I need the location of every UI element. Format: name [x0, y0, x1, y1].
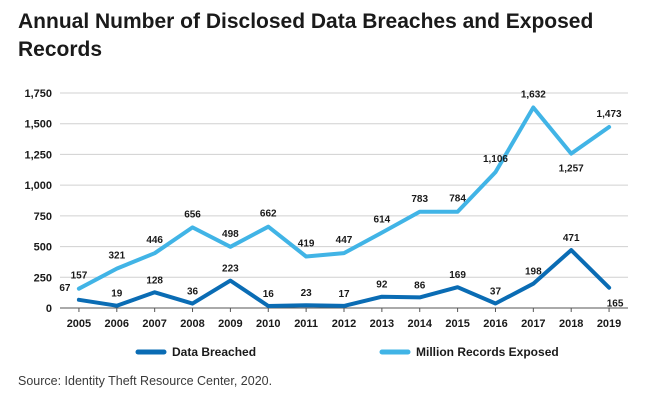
y-tick-label: 750: [34, 211, 52, 223]
x-tick-label: 2006: [105, 318, 129, 330]
data-label: 656: [184, 209, 201, 220]
data-label: 419: [298, 239, 315, 250]
data-label: 17: [338, 289, 350, 300]
series-line-data-breached: [76, 248, 612, 308]
legend-label-records-exposed: Million Records Exposed: [416, 345, 559, 359]
x-tick-label: 2018: [559, 318, 583, 330]
x-tick-label: 2013: [370, 318, 394, 330]
x-tick-label: 2011: [294, 318, 318, 330]
data-label: 36: [187, 287, 199, 298]
data-label: 446: [146, 235, 163, 246]
data-label: 783: [411, 194, 428, 205]
data-label: 662: [260, 209, 277, 220]
data-label: 447: [336, 235, 353, 246]
data-label: 157: [71, 271, 88, 282]
x-tick-label: 2015: [445, 318, 469, 330]
x-tick-label: 2019: [597, 318, 621, 330]
data-label: 198: [525, 267, 542, 278]
x-tick-label: 2005: [67, 318, 91, 330]
legend-label-data-breached: Data Breached: [172, 345, 256, 359]
x-tick-label: 2012: [332, 318, 356, 330]
data-label: 1,106: [483, 154, 508, 165]
data-label: 1,473: [597, 109, 622, 120]
y-tick-label: 1,250: [24, 149, 52, 161]
x-tick-label: 2008: [180, 318, 204, 330]
data-label: 92: [376, 280, 388, 291]
x-tick-label: 2009: [218, 318, 242, 330]
y-tick-label: 500: [34, 242, 52, 254]
x-tick-label: 2007: [142, 318, 166, 330]
data-label: 471: [563, 233, 580, 244]
data-label: 1,632: [521, 89, 546, 100]
data-label: 128: [146, 275, 163, 286]
y-tick-label: 1,000: [24, 180, 52, 192]
data-label: 86: [414, 280, 426, 291]
chart-title: Annual Number of Disclosed Data Breaches…: [18, 10, 594, 61]
x-tick-label: 2016: [483, 318, 507, 330]
data-label: 19: [111, 289, 123, 300]
data-label: 321: [108, 251, 125, 262]
data-label: 223: [222, 264, 239, 275]
series-line-records-exposed: [76, 105, 612, 291]
y-tick-label: 1,500: [24, 119, 52, 131]
data-label: 169: [449, 270, 466, 281]
data-label: 614: [374, 215, 391, 226]
data-label: 784: [449, 194, 466, 205]
source-note: Source: Identity Theft Resource Center, …: [18, 374, 273, 388]
data-label: 67: [59, 283, 71, 294]
y-tick-label: 1,750: [24, 88, 52, 100]
line-chart: 0 250 500 750 1,000 1,250 1,500 1,750 2005 2006 20…: [24, 88, 628, 359]
x-tick-label: 2014: [407, 318, 432, 330]
y-tick-label: 0: [46, 303, 52, 315]
x-tick-label: 2010: [256, 318, 280, 330]
data-label: 16: [263, 289, 275, 300]
y-tick-label: 250: [34, 272, 52, 284]
data-label: 37: [490, 286, 502, 297]
data-label: 498: [222, 229, 239, 240]
data-label: 1,257: [559, 164, 584, 175]
data-label: 165: [607, 299, 624, 310]
data-label: 23: [301, 288, 313, 299]
x-tick-label: 2017: [521, 318, 545, 330]
